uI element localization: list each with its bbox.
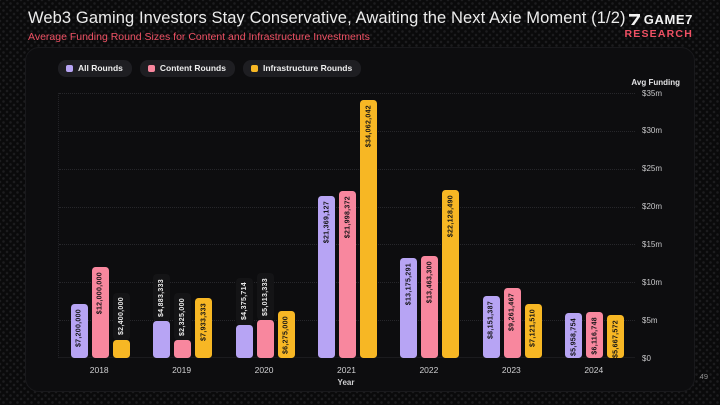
bar-value-label: $21,369,127: [323, 201, 330, 244]
legend-item-infrastructure-rounds: Infrastructure Rounds: [242, 60, 362, 77]
legend-swatch-icon: [147, 64, 155, 72]
bar-value-label: $7,933,333: [200, 302, 208, 341]
gridline: [59, 168, 635, 170]
game7-research-logo: GAME7 RESEARCH: [624, 12, 693, 40]
bar-value-label: $22,128,490: [447, 195, 455, 238]
legend-swatch-icon: [66, 64, 73, 72]
x-axis-tick-2020: 2020: [254, 365, 274, 375]
y-axis-tick: $15m: [642, 239, 663, 249]
bar-2024-all-rounds: $5,958,754: [565, 312, 583, 358]
bar-value-label: $5,958,754: [570, 317, 578, 356]
bar-value-label-pill: $2,325,000: [174, 293, 192, 341]
game7-seven-icon: [628, 14, 640, 25]
legend-label: Content Rounds: [159, 63, 226, 73]
bar-value-label: $2,325,000: [179, 297, 187, 336]
bar-value-label: $4,883,333: [158, 278, 166, 317]
gridline: [59, 130, 635, 132]
bar-chart-plot-area: $7,200,000 $12,000,000 $2,400,000 $4,883,33…: [58, 93, 635, 358]
bar-value-label: $13,463,300: [426, 261, 434, 304]
bar-value-label: $6,116,748: [591, 316, 599, 355]
page-subtitle: Average Funding Round Sizes for Content …: [28, 31, 370, 43]
bar-2021-content-rounds: $21,998,372: [339, 191, 356, 358]
bar-value-label: $5,667,572: [612, 320, 620, 359]
x-axis-tick-2023: 2023: [501, 365, 521, 375]
bar-2018-all-rounds: $7,200,000: [70, 303, 88, 358]
bar-2023-content-rounds: $9,261,467: [503, 287, 521, 358]
bar-2022-all-rounds: $13,175,291: [400, 258, 418, 358]
bar-2022-content-rounds: $13,463,300: [421, 256, 439, 358]
bar-value-label: $7,121,510: [529, 309, 537, 348]
bar-value-label: $5,013,333: [261, 277, 269, 316]
bar-2021-infrastructure-rounds: $34,062,042: [360, 100, 377, 358]
bar-2023-all-rounds: $8,151,387: [482, 296, 500, 358]
bar-value-label: $8,151,387: [487, 301, 495, 340]
legend-label: All Rounds: [78, 63, 123, 73]
bar-2019-content-rounds: [174, 340, 192, 358]
bar-value-label-pill: $2,400,000: [112, 292, 130, 340]
logo-research-text: RESEARCH: [624, 28, 693, 40]
bar-value-label: $7,200,000: [75, 308, 83, 347]
bar-value-label: $4,375,714: [240, 282, 248, 321]
y-axis-tick: $10m: [642, 277, 663, 287]
bar-2019-infrastructure-rounds: $7,933,333: [195, 297, 213, 358]
x-axis-tick-2018: 2018: [89, 365, 109, 375]
x-axis-tick-2021: 2021: [337, 365, 356, 375]
x-axis-tick-2024: 2024: [584, 365, 604, 375]
chart-legend: All Rounds Content Rounds Infrastructure R…: [58, 60, 362, 77]
bar-value-label: $9,261,467: [508, 292, 516, 331]
bar-2024-infrastructure-rounds: $5,667,572: [607, 315, 625, 359]
y-axis-tick: $30m: [642, 126, 663, 136]
bar-value-label-pill: $4,883,333: [153, 274, 171, 322]
legend-item-content-rounds: Content Rounds: [139, 60, 235, 77]
logo-brand-text: GAME7: [643, 12, 693, 27]
y-axis-tick: $0: [642, 353, 651, 363]
bar-2020-all-rounds: [235, 324, 253, 358]
bar-2020-infrastructure-rounds: $6,275,000: [277, 310, 295, 358]
bar-value-label: $21,998,372: [344, 196, 351, 239]
x-axis-tick-2019: 2019: [172, 365, 192, 375]
y-axis-tick: $5m: [642, 315, 658, 325]
bar-2022-infrastructure-rounds: $22,128,490: [442, 190, 460, 358]
gridline: [59, 93, 635, 94]
bar-value-label: $2,400,000: [117, 297, 125, 336]
bar-value-label: $6,275,000: [282, 315, 290, 354]
bar-value-label-pill: $4,375,714: [235, 277, 253, 325]
bar-value-label: $13,175,291: [405, 263, 413, 306]
bar-2023-infrastructure-rounds: $7,121,510: [524, 304, 542, 358]
page-title: Web3 Gaming Investors Stay Conservative,…: [28, 9, 626, 27]
y-axis-tick: $20m: [642, 202, 663, 212]
bar-2018-content-rounds: $12,000,000: [91, 267, 109, 358]
page-number: 49: [699, 372, 708, 381]
bar-2020-content-rounds: [256, 320, 274, 358]
x-axis-title: Year: [337, 378, 355, 387]
bar-value-label-pill: $5,013,333: [256, 273, 274, 321]
bar-2021-all-rounds: $21,369,127: [318, 196, 335, 358]
chart-card: All Rounds Content Rounds Infrastructure R…: [25, 47, 695, 392]
y-axis-tick: $25m: [642, 164, 663, 174]
bar-2018-infrastructure-rounds: [112, 339, 130, 358]
bar-2024-content-rounds: $6,116,748: [586, 311, 604, 358]
legend-swatch-icon: [250, 64, 258, 72]
bar-value-label: $12,000,000: [96, 272, 104, 315]
y-axis-title: Avg Funding: [631, 78, 680, 87]
bar-value-label: $34,062,042: [365, 105, 372, 148]
x-axis-tick-2022: 2022: [419, 365, 439, 375]
legend-item-all-rounds: All Rounds: [58, 60, 132, 77]
bar-2019-all-rounds: [153, 321, 171, 358]
legend-label: Infrastructure Rounds: [262, 63, 353, 73]
y-axis-tick: $35m: [642, 88, 663, 98]
